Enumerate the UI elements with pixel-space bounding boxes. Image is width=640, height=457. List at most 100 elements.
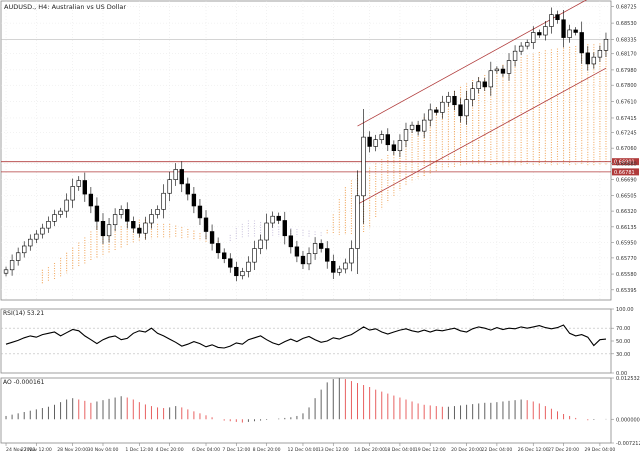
- candle-bear: [276, 215, 281, 221]
- candle-bear: [458, 104, 463, 117]
- candle-bull: [70, 186, 75, 201]
- level-price-tag: [612, 158, 639, 166]
- candle-bear: [197, 205, 203, 219]
- rsi-line: [5, 324, 607, 349]
- candle-bull: [155, 209, 160, 215]
- chart-symbol-title: AUDUSD., H4: Australian vs US Dollar: [4, 3, 126, 11]
- time-axis-tick-label: 26 Dec 12:00: [518, 447, 549, 452]
- time-axis-tick-label: 6 Dec 04:00: [192, 447, 220, 452]
- candle-bear: [415, 124, 421, 132]
- price-axis-tick-label: 0.68170: [616, 52, 637, 58]
- candle-bear: [555, 14, 560, 21]
- rsi-label: RSI(14) 53.21: [3, 310, 44, 317]
- candle-bear: [391, 144, 397, 152]
- candle-bull: [34, 233, 39, 240]
- price-axis-tick-label: 0.67060: [616, 146, 637, 152]
- candle-bull: [379, 134, 384, 140]
- candle-bull: [518, 45, 524, 52]
- candle-bull: [28, 238, 33, 247]
- candle-bull: [306, 253, 312, 265]
- price-axis-tick-label: 0.67980: [616, 68, 637, 74]
- candle-bear: [385, 134, 390, 146]
- ao-label: AO -0.000161: [3, 379, 45, 386]
- candle-bear: [94, 205, 100, 222]
- price-axis-tick-label: 0.67610: [616, 99, 637, 105]
- time-axis-tick-label: 18 Dec 04:00: [384, 447, 415, 452]
- candle-bear: [288, 235, 294, 248]
- price-axis-tick-label: 0.68530: [616, 21, 637, 27]
- candle-bull: [531, 32, 536, 43]
- candle-bull: [40, 227, 45, 235]
- time-axis-tick-label: 22 Dec 04:00: [481, 447, 512, 452]
- candle-bear: [100, 221, 106, 237]
- candle-bull: [246, 261, 251, 272]
- candle-bull: [3, 269, 9, 274]
- ao-panel-frame: [0, 377, 612, 444]
- time-axis-tick-label: 13 Dec 12:00: [318, 447, 349, 452]
- candle-bull: [603, 38, 609, 51]
- candle-bull: [22, 245, 27, 254]
- candle-bull: [421, 119, 427, 132]
- candle-bull: [64, 199, 69, 212]
- candle-bull: [488, 70, 494, 88]
- candle-bull: [494, 68, 500, 72]
- candle-bear: [137, 227, 142, 234]
- price-axis-tick-label: 0.67415: [616, 116, 637, 122]
- price-axis-tick-label: 0.66505: [616, 193, 637, 199]
- candle-bear: [209, 231, 215, 244]
- price-axis-tick-label: 0.68335: [616, 38, 637, 44]
- time-axis-tick-label: 29 Dec 04:00: [584, 447, 615, 452]
- candle-bull: [15, 252, 21, 261]
- time-axis-tick-label: 27 Dec 20:00: [548, 447, 579, 452]
- candle-bull: [258, 239, 263, 249]
- candle-bull: [506, 60, 512, 74]
- candle-bull: [591, 56, 597, 65]
- candle-bear: [500, 68, 506, 74]
- rsi-axis-tick-label: 100.00: [616, 307, 634, 313]
- level-price-label: 0.66781: [614, 170, 635, 176]
- time-axis-tick-label: 24 Nov 2023: [6, 447, 35, 452]
- rsi-axis-tick-label: 70.00: [616, 326, 630, 332]
- candle-bear: [318, 243, 324, 249]
- time-axis-tick-label: 30 Nov 04:00: [87, 447, 118, 452]
- price-axis-tick-label: 0.66690: [616, 178, 637, 184]
- time-axis-tick-label: 19 Dec 12:00: [415, 447, 446, 452]
- time-axis-tick-label: 8 Dec 20:00: [253, 447, 281, 452]
- candle-bull: [240, 271, 245, 277]
- candle-bull: [446, 95, 451, 103]
- candle-bull: [337, 268, 342, 273]
- candle-bear: [228, 258, 233, 268]
- candle-bull: [58, 210, 63, 215]
- price-axis-tick-label: 0.65950: [616, 241, 637, 247]
- candle-bull: [403, 129, 409, 141]
- rsi-axis-tick-label: 0.00: [616, 371, 627, 377]
- candle-bear: [573, 29, 578, 33]
- level-price-label: 0.66901: [614, 160, 635, 166]
- candle-bear: [579, 32, 584, 54]
- time-axis-tick-label: 12 Dec 04:00: [288, 447, 319, 452]
- candle-bear: [234, 266, 239, 277]
- candle-bull: [118, 209, 124, 215]
- price-axis-tick-label: 0.65580: [616, 272, 637, 278]
- candle-bull: [476, 81, 481, 89]
- time-axis-tick-label: 27 Nov 12:00: [21, 447, 52, 452]
- ao-axis-tick-label: -0.007212: [616, 441, 640, 447]
- candle-bull: [343, 262, 348, 270]
- candle-bear: [222, 252, 227, 260]
- candle-bull: [543, 26, 548, 36]
- price-axis-tick-label: 0.67245: [616, 130, 637, 136]
- channel-lower-line: [357, 67, 607, 205]
- candle-bull: [549, 14, 554, 27]
- candle-bear: [203, 217, 209, 232]
- ao-axis-tick-label: 0.000000: [616, 417, 640, 423]
- price-axis-tick-label: 0.66320: [616, 209, 637, 215]
- price-axis-tick-label: 0.65770: [616, 256, 637, 262]
- candle-bull: [52, 214, 57, 222]
- price-axis-tick-label: 0.67800: [616, 83, 637, 89]
- candle-bull: [149, 214, 154, 224]
- candle-bear: [191, 193, 197, 207]
- candle-bull: [355, 195, 360, 249]
- candle-bear: [434, 109, 439, 113]
- candle-bull: [312, 243, 318, 254]
